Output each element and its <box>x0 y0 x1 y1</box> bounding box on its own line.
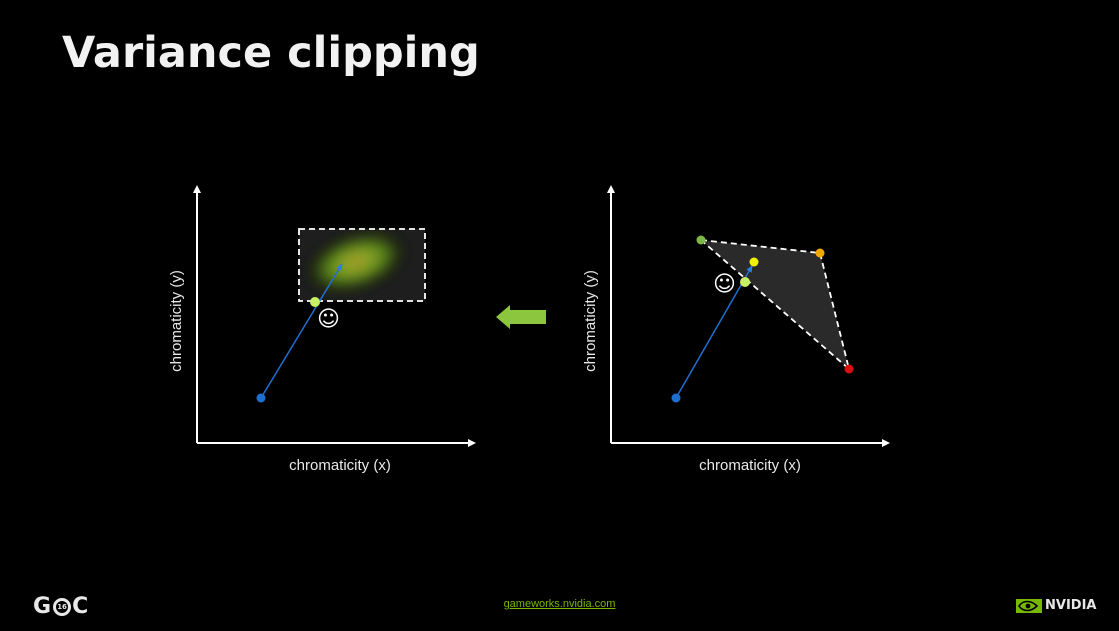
gdc-logo-o: 16 <box>53 598 72 616</box>
sample-red <box>844 364 854 374</box>
sample-orange <box>815 248 825 258</box>
sample-green <box>696 235 706 245</box>
left-y-label: chromaticity (y) <box>168 270 185 372</box>
gameworks-link[interactable]: gameworks.nvidia.com <box>503 598 616 610</box>
slide-title: Variance clipping <box>62 28 480 78</box>
left-history-vector <box>260 263 343 399</box>
right-diagram: ☺ chromaticity (x) chromaticity (y) <box>582 185 890 474</box>
right-x-label: chromaticity (x) <box>699 457 801 474</box>
neighborhood-hull <box>698 238 851 372</box>
gdc-logo-g: G <box>33 594 53 619</box>
variance-blob <box>303 229 409 295</box>
gdc-logo: G 16 C <box>33 594 89 619</box>
nvidia-logo: NVIDIA <box>1016 598 1096 613</box>
left-arrow <box>496 305 546 329</box>
left-clipped-point <box>310 297 320 307</box>
sample-yellow <box>749 257 759 267</box>
left-aabb-box <box>298 228 426 302</box>
right-clipped-point <box>740 277 750 287</box>
left-x-label: chromaticity (x) <box>289 457 391 474</box>
left-diagram: ☺ chromaticity (x) chromaticity (y) <box>168 185 476 474</box>
right-smiley: ☺ <box>713 272 736 297</box>
gdc-logo-c: C <box>72 594 90 619</box>
nvidia-eye-icon <box>1016 598 1042 613</box>
left-history-point <box>256 393 266 403</box>
right-y-label: chromaticity (y) <box>582 270 599 372</box>
left-smiley: ☺ <box>317 307 340 332</box>
right-history-vector <box>675 265 753 399</box>
nvidia-wordmark: NVIDIA <box>1045 598 1097 613</box>
gdc-year: 16 <box>57 603 67 611</box>
right-history-point <box>671 393 681 403</box>
